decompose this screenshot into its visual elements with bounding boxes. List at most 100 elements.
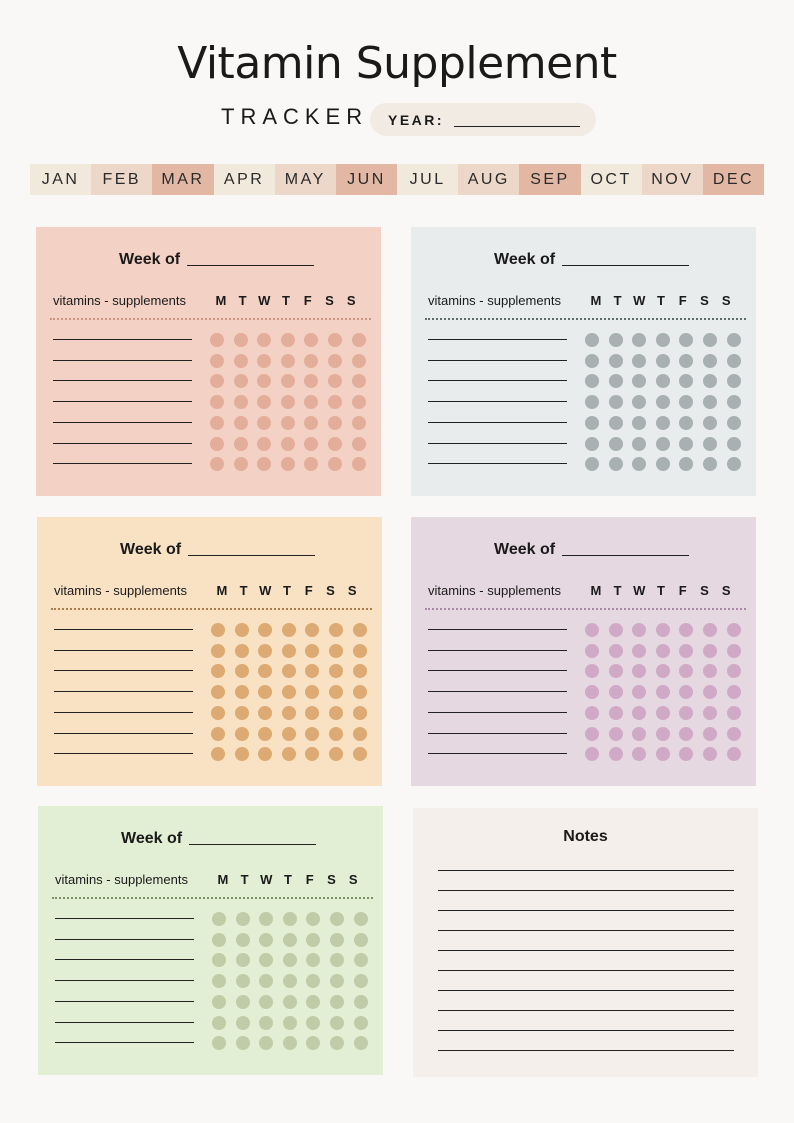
day-checkbox[interactable] [585, 685, 599, 700]
supplement-entry-line[interactable] [55, 1000, 194, 1002]
notes-line[interactable] [438, 1050, 734, 1051]
day-checkbox[interactable] [329, 643, 343, 658]
day-checkbox[interactable] [281, 685, 296, 700]
month-oct[interactable]: OCT [580, 164, 642, 195]
day-checkbox[interactable] [212, 912, 226, 926]
day-checkbox[interactable] [632, 457, 647, 472]
day-checkbox[interactable] [679, 374, 694, 389]
supplement-entry-line[interactable] [428, 753, 567, 755]
day-checkbox[interactable] [703, 333, 717, 347]
day-checkbox[interactable] [608, 726, 623, 741]
day-checkbox[interactable] [212, 953, 226, 968]
month-dec[interactable]: DEC [702, 164, 765, 195]
day-checkbox[interactable] [352, 685, 367, 700]
day-checkbox[interactable] [726, 747, 741, 762]
day-checkbox[interactable] [305, 664, 320, 679]
day-checkbox[interactable] [259, 953, 274, 968]
day-checkbox[interactable] [703, 685, 717, 700]
day-checkbox[interactable] [212, 1015, 226, 1030]
day-checkbox[interactable] [210, 374, 224, 389]
day-checkbox[interactable] [234, 685, 249, 700]
day-checkbox[interactable] [211, 747, 225, 762]
day-checkbox[interactable] [282, 953, 297, 968]
day-checkbox[interactable] [703, 643, 717, 658]
day-checkbox[interactable] [304, 436, 319, 451]
day-checkbox[interactable] [655, 664, 670, 679]
day-checkbox[interactable] [353, 1036, 368, 1051]
day-checkbox[interactable] [726, 705, 741, 720]
day-checkbox[interactable] [608, 333, 623, 347]
day-checkbox[interactable] [280, 353, 295, 368]
day-checkbox[interactable] [235, 974, 250, 989]
day-checkbox[interactable] [211, 705, 225, 720]
day-checkbox[interactable] [304, 353, 319, 368]
supplement-entry-line[interactable] [54, 711, 193, 713]
day-checkbox[interactable] [585, 457, 599, 472]
day-checkbox[interactable] [258, 685, 273, 700]
day-checkbox[interactable] [305, 685, 320, 700]
day-checkbox[interactable] [351, 374, 366, 389]
supplement-entry-line[interactable] [55, 1021, 194, 1023]
day-checkbox[interactable] [257, 457, 272, 472]
day-checkbox[interactable] [655, 705, 670, 720]
month-jun[interactable]: JUN [335, 164, 398, 195]
day-checkbox[interactable] [235, 994, 250, 1009]
day-checkbox[interactable] [259, 994, 274, 1009]
day-checkbox[interactable] [679, 664, 694, 679]
year-field[interactable]: YEAR: [370, 103, 596, 136]
day-checkbox[interactable] [258, 643, 273, 658]
day-checkbox[interactable] [305, 747, 320, 762]
day-checkbox[interactable] [234, 664, 249, 679]
supplement-entry-line[interactable] [428, 421, 567, 423]
day-checkbox[interactable] [632, 685, 647, 700]
day-checkbox[interactable] [632, 415, 647, 430]
month-jul[interactable]: JUL [397, 164, 459, 195]
supplement-entry-line[interactable] [428, 463, 567, 465]
day-checkbox[interactable] [726, 436, 741, 451]
day-checkbox[interactable] [703, 623, 717, 637]
day-checkbox[interactable] [353, 953, 368, 968]
day-checkbox[interactable] [632, 333, 647, 347]
day-checkbox[interactable] [282, 994, 297, 1009]
day-checkbox[interactable] [329, 664, 343, 679]
notes-line[interactable] [438, 1010, 734, 1011]
day-checkbox[interactable] [258, 664, 273, 679]
day-checkbox[interactable] [679, 457, 694, 472]
day-checkbox[interactable] [304, 333, 319, 347]
day-checkbox[interactable] [211, 623, 225, 637]
week-of-field[interactable] [189, 844, 316, 845]
day-checkbox[interactable] [353, 974, 368, 989]
day-checkbox[interactable] [655, 685, 670, 700]
day-checkbox[interactable] [257, 333, 272, 347]
day-checkbox[interactable] [703, 436, 717, 451]
day-checkbox[interactable] [585, 664, 599, 679]
day-checkbox[interactable] [726, 643, 741, 658]
day-checkbox[interactable] [726, 623, 741, 637]
day-checkbox[interactable] [585, 747, 599, 762]
day-checkbox[interactable] [703, 747, 717, 762]
supplement-entry-line[interactable] [53, 401, 192, 403]
day-checkbox[interactable] [212, 932, 226, 947]
day-checkbox[interactable] [352, 623, 367, 637]
day-checkbox[interactable] [306, 994, 321, 1009]
day-checkbox[interactable] [235, 932, 250, 947]
day-checkbox[interactable] [608, 705, 623, 720]
day-checkbox[interactable] [328, 374, 342, 389]
month-mar[interactable]: MAR [152, 164, 214, 195]
day-checkbox[interactable] [352, 705, 367, 720]
day-checkbox[interactable] [585, 436, 599, 451]
day-checkbox[interactable] [330, 953, 344, 968]
day-checkbox[interactable] [233, 333, 248, 347]
day-checkbox[interactable] [304, 457, 319, 472]
day-checkbox[interactable] [210, 395, 224, 410]
day-checkbox[interactable] [679, 643, 694, 658]
day-checkbox[interactable] [330, 912, 344, 926]
day-checkbox[interactable] [234, 747, 249, 762]
day-checkbox[interactable] [280, 415, 295, 430]
week-of-field[interactable] [187, 265, 314, 266]
day-checkbox[interactable] [280, 374, 295, 389]
day-checkbox[interactable] [352, 643, 367, 658]
day-checkbox[interactable] [351, 415, 366, 430]
day-checkbox[interactable] [258, 726, 273, 741]
day-checkbox[interactable] [258, 705, 273, 720]
